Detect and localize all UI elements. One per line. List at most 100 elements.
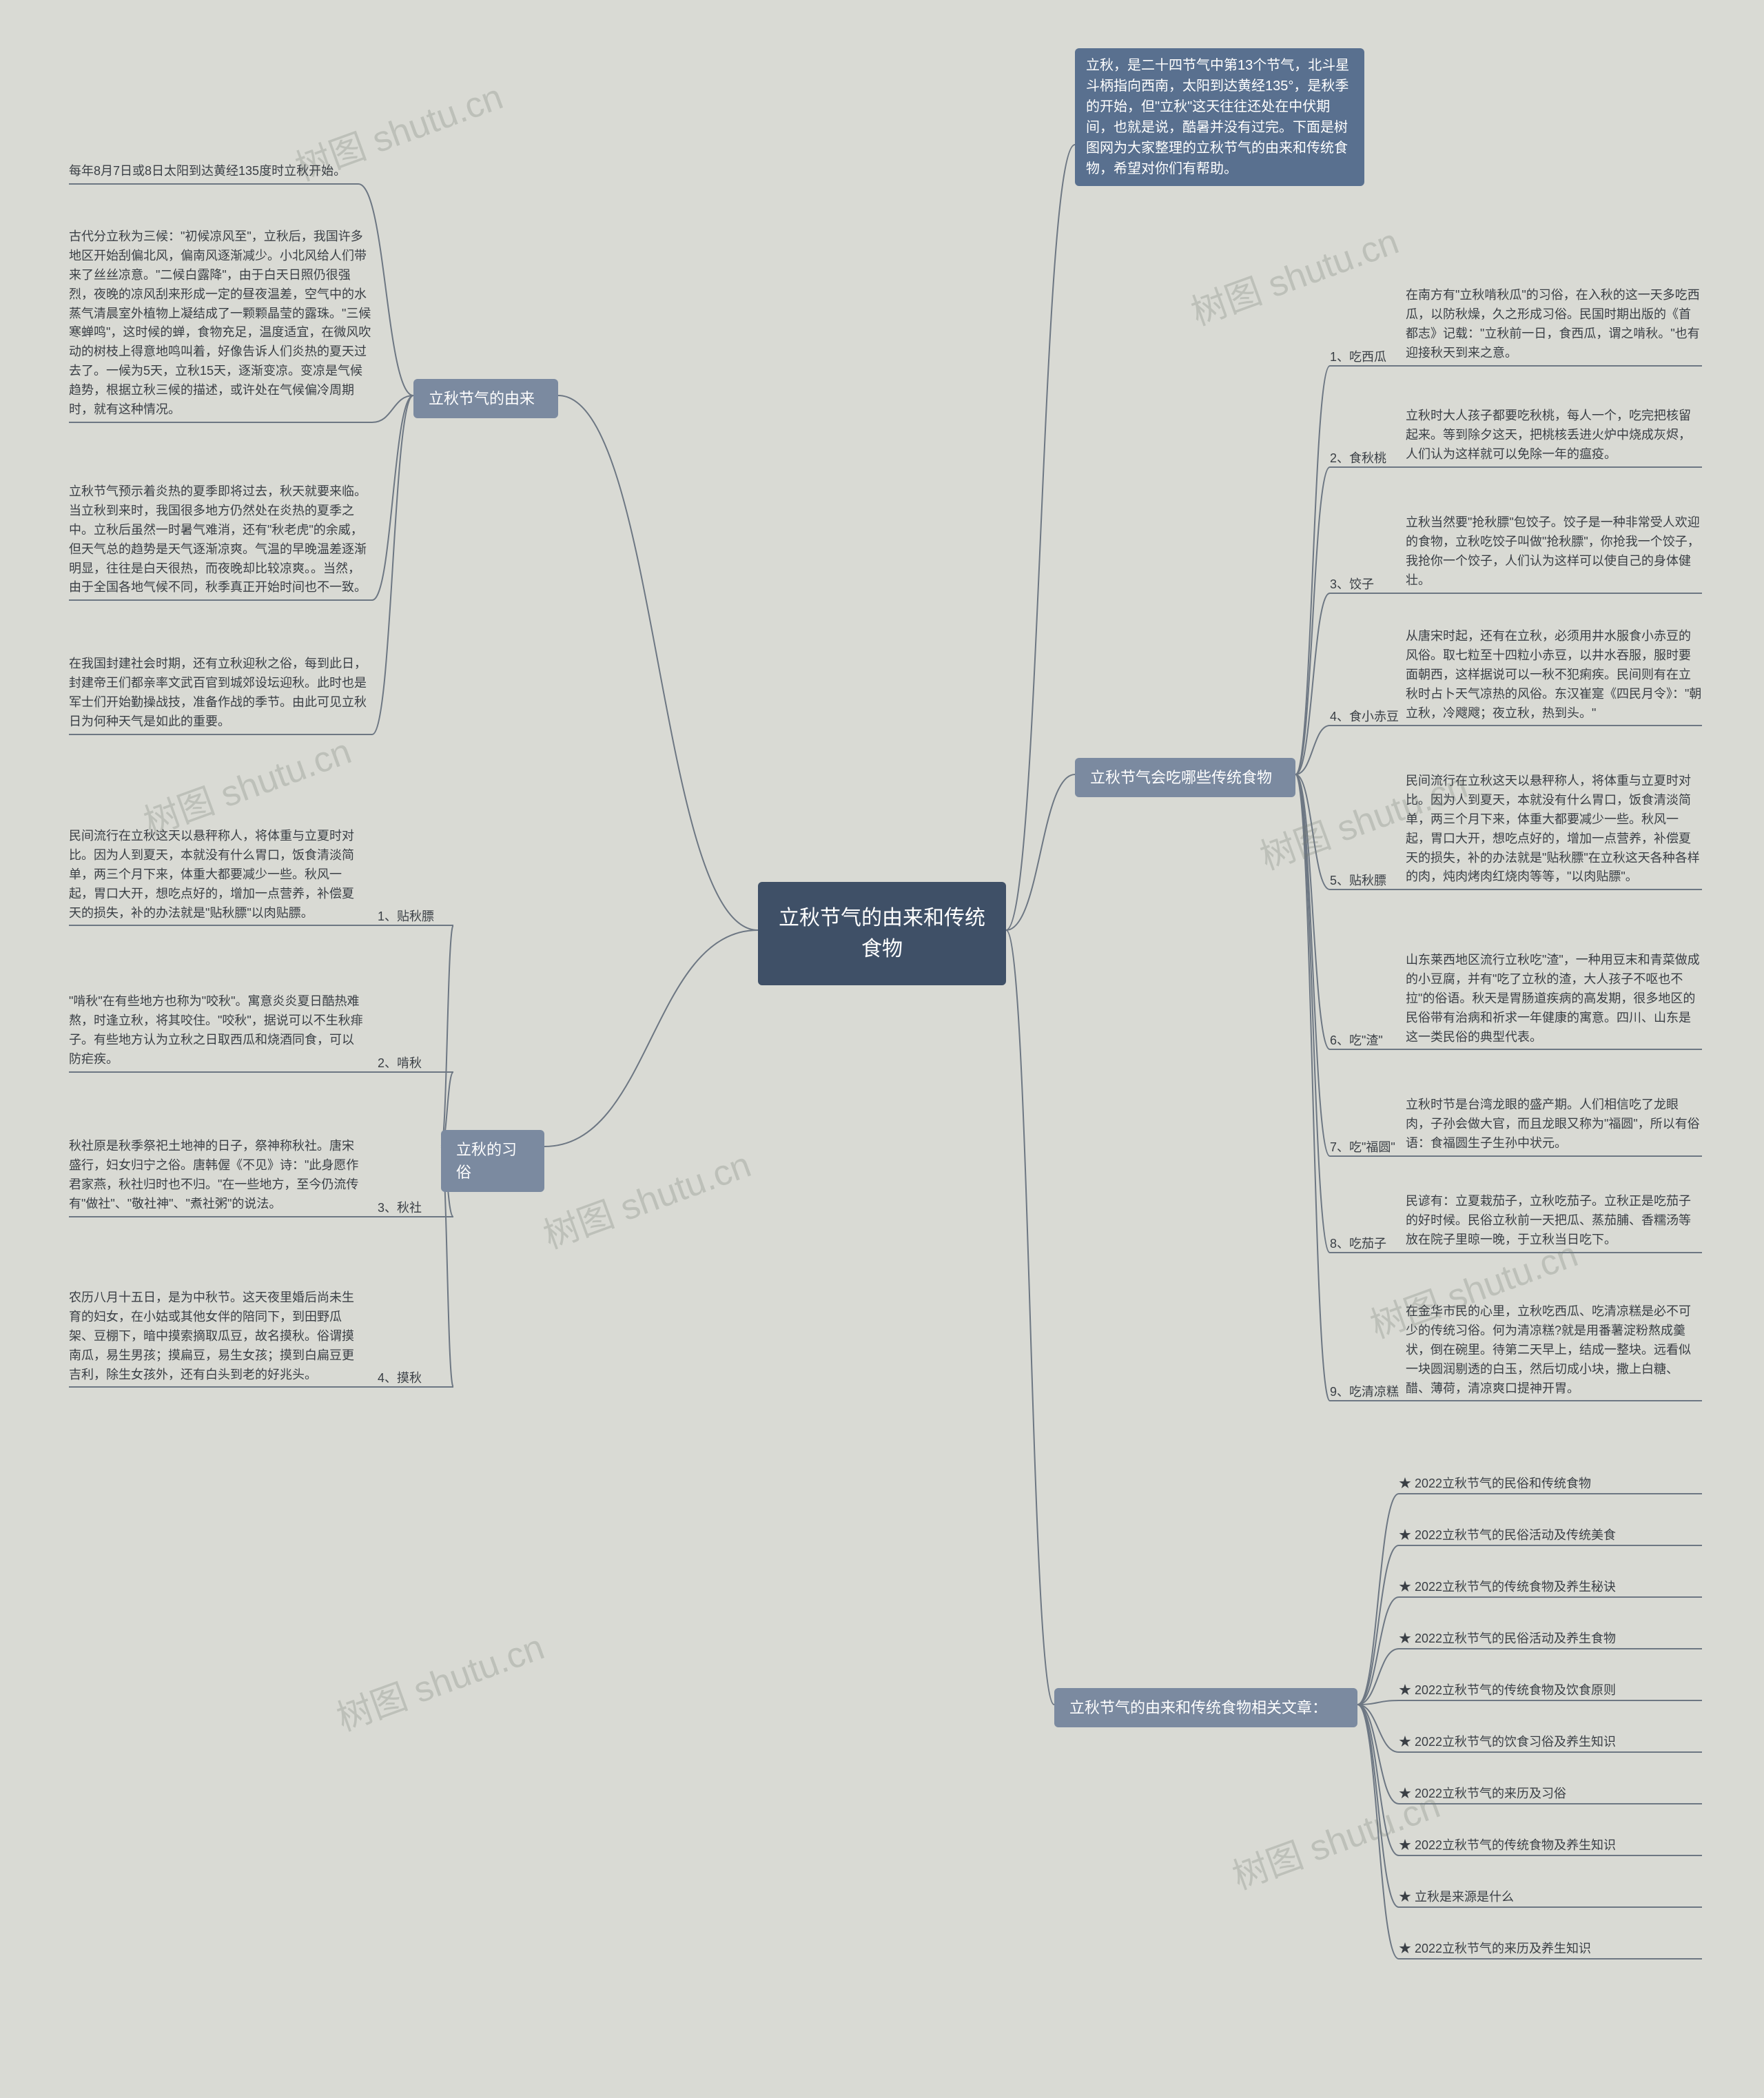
leaf-title-text: 贴秋膘 xyxy=(397,909,434,923)
leaf-title-text: 吃茄子 xyxy=(1349,1237,1386,1251)
leaf-title-text: 吃"福圆" xyxy=(1349,1140,1395,1154)
root-node: 立秋节气的由来和传统食物 xyxy=(758,882,1006,985)
related-link-text: ★ 立秋是来源是什么 xyxy=(1399,1890,1514,1904)
leaf-text: 在南方有"立秋啃秋瓜"的习俗，在入秋的这一天多吃西瓜，以防秋燥，久之形成习俗。民… xyxy=(1406,286,1702,363)
leaf-text: 立秋节气预示着炎热的夏季即将过去，秋天就要来临。当立秋到来时，我国很多地方仍然处… xyxy=(69,482,372,597)
branch-foods: 立秋节气会吃哪些传统食物 xyxy=(1075,758,1295,797)
leaf-text: 立秋时节是台湾龙眼的盛产期。人们相信吃了龙眼肉，子孙会做大官，而且龙眼又称为"福… xyxy=(1406,1096,1702,1153)
related-link[interactable]: ★ 2022立秋节气的民俗活动及传统美食 xyxy=(1399,1526,1716,1545)
related-link-text: ★ 2022立秋节气的来历及养生知识 xyxy=(1399,1942,1591,1955)
related-link-text: ★ 2022立秋节气的饮食习俗及养生知识 xyxy=(1399,1735,1616,1749)
leaf-content: 民谚有：立夏栽茄子，立秋吃茄子。立秋正是吃茄子的好时候。民俗立秋前一天把瓜、蒸茄… xyxy=(1406,1194,1691,1246)
leaf-content: 农历八月十五日，是为中秋节。这天夜里婚后尚未生育的妇女，在小姑或其他女伴的陪同下… xyxy=(69,1290,354,1381)
leaf-number: 5、贴秋膘 xyxy=(1330,872,1399,891)
leaf-num-text: 3、 xyxy=(1330,577,1349,591)
leaf-num-text: 2、 xyxy=(378,1056,397,1070)
leaf-text: 古代分立秋为三候："初候凉风至"，立秋后，我国许多地区开始刮偏北风，偏南风逐渐减… xyxy=(69,227,372,420)
branch-label: 立秋节气的由来和传统食物相关文章： xyxy=(1069,1699,1327,1716)
leaf-content: 山东莱西地区流行立秋吃"渣"，一种用豆末和青菜做成的小豆腐，并有"吃了立秋的渣，… xyxy=(1406,953,1700,1044)
leaf-number: 4、摸秋 xyxy=(378,1369,460,1388)
related-link-text: ★ 2022立秋节气的民俗活动及养生食物 xyxy=(1399,1632,1616,1645)
leaf-num-text: 1、 xyxy=(1330,350,1349,364)
watermark: 树图 shutu.cn xyxy=(535,1135,757,1258)
root-label: 立秋节气的由来和传统食物 xyxy=(779,907,985,960)
leaf-number: 7、吃"福圆" xyxy=(1330,1138,1399,1158)
leaf-text: 在金华市民的心里，立秋吃西瓜、吃清凉糕是必不可少的传统习俗。何为清凉糕?就是用番… xyxy=(1406,1302,1702,1398)
leaf-number: 4、食小赤豆 xyxy=(1330,708,1399,727)
branch-customs: 立秋的习俗 xyxy=(441,1130,544,1192)
leaf-num-text: 9、 xyxy=(1330,1385,1349,1399)
leaf-title-text: 吃"渣" xyxy=(1349,1033,1383,1047)
leaf-number: 2、啃秋 xyxy=(378,1054,460,1073)
leaf-title-text: 食小赤豆 xyxy=(1349,710,1399,723)
leaf-number: 3、秋社 xyxy=(378,1199,460,1218)
leaf-number: 1、吃西瓜 xyxy=(1330,348,1399,367)
leaf-title-text: 食秋桃 xyxy=(1349,451,1386,465)
leaf-num-text: 3、 xyxy=(378,1201,397,1215)
branch-label: 立秋的习俗 xyxy=(456,1141,517,1181)
leaf-number: 9、吃清凉糕 xyxy=(1330,1383,1399,1402)
leaf-title-text: 吃西瓜 xyxy=(1349,350,1386,364)
related-link[interactable]: ★ 2022立秋节气的传统食物及养生秘诀 xyxy=(1399,1578,1716,1597)
leaf-title-text: 饺子 xyxy=(1349,577,1374,591)
leaf-text: 民谚有：立夏栽茄子，立秋吃茄子。立秋正是吃茄子的好时候。民俗立秋前一天把瓜、蒸茄… xyxy=(1406,1192,1702,1250)
related-link[interactable]: ★ 2022立秋节气的来历及习俗 xyxy=(1399,1785,1716,1804)
leaf-text: 民间流行在立秋这天以悬秤称人，将体重与立夏时对比。因为人到夏天，本就没有什么胃口… xyxy=(1406,772,1702,887)
related-link[interactable]: ★ 2022立秋节气的来历及养生知识 xyxy=(1399,1940,1716,1959)
leaf-content: 立秋时节是台湾龙眼的盛产期。人们相信吃了龙眼肉，子孙会做大官，而且龙眼又称为"福… xyxy=(1406,1098,1700,1150)
leaf-content: 民间流行在立秋这天以悬秤称人，将体重与立夏时对比。因为人到夏天，本就没有什么胃口… xyxy=(69,829,354,920)
intro-node: 立秋，是二十四节气中第13个节气，北斗星斗柄指向西南，太阳到达黄经135°，是秋… xyxy=(1075,48,1364,186)
branch-label: 立秋节气会吃哪些传统食物 xyxy=(1090,769,1272,786)
leaf-num-text: 2、 xyxy=(1330,451,1349,465)
leaf-text: 在我国封建社会时期，还有立秋迎秋之俗，每到此日，封建帝王们都亲率文武百官到城郊设… xyxy=(69,655,372,732)
leaf-content: "啃秋"在有些地方也称为"咬秋"。寓意炎炎夏日酷热难熬，时逢立秋，将其咬住。"咬… xyxy=(69,994,363,1066)
leaf-num-text: 8、 xyxy=(1330,1237,1349,1251)
leaf-content: 从唐宋时起，还有在立秋，必须用井水服食小赤豆的风俗。取七粒至十四粒小赤豆，以井水… xyxy=(1406,629,1701,720)
leaf-text: 从唐宋时起，还有在立秋，必须用井水服食小赤豆的风俗。取七粒至十四粒小赤豆，以井水… xyxy=(1406,627,1702,723)
leaf-content: 古代分立秋为三候："初候凉风至"，立秋后，我国许多地区开始刮偏北风，偏南风逐渐减… xyxy=(69,229,371,416)
watermark: 树图 shutu.cn xyxy=(329,1618,551,1740)
leaf-title-text: 秋社 xyxy=(397,1201,422,1215)
leaf-num-text: 4、 xyxy=(378,1371,397,1385)
leaf-text: 立秋当然要"抢秋膘"包饺子。饺子是一种非常受人欢迎的食物，立秋吃饺子叫做"抢秋膘… xyxy=(1406,513,1702,590)
leaf-text: 秋社原是秋季祭祀土地神的日子，祭神称秋社。唐宋盛行，妇女归宁之俗。唐韩偓《不见》… xyxy=(69,1137,365,1214)
related-link[interactable]: ★ 2022立秋节气的饮食习俗及养生知识 xyxy=(1399,1733,1716,1752)
leaf-content: 每年8月7日或8日太阳到达黄经135度时立秋开始。 xyxy=(69,164,346,178)
watermark: 树图 shutu.cn xyxy=(1183,212,1405,335)
related-link-text: ★ 2022立秋节气的传统食物及养生秘诀 xyxy=(1399,1580,1616,1594)
related-link[interactable]: ★ 2022立秋节气的传统食物及养生知识 xyxy=(1399,1836,1716,1855)
leaf-text: 每年8月7日或8日太阳到达黄经135度时立秋开始。 xyxy=(69,162,358,181)
leaf-number: 1、贴秋膘 xyxy=(378,907,460,927)
leaf-content: 民间流行在立秋这天以悬秤称人，将体重与立夏时对比。因为人到夏天，本就没有什么胃口… xyxy=(1406,774,1700,883)
leaf-number: 2、食秋桃 xyxy=(1330,449,1399,469)
leaf-content: 秋社原是秋季祭祀土地神的日子，祭神称秋社。唐宋盛行，妇女归宁之俗。唐韩偓《不见》… xyxy=(69,1139,358,1211)
leaf-content: 立秋时大人孩子都要吃秋桃，每人一个，吃完把核留起来。等到除夕这天，把桃核丢进火炉… xyxy=(1406,409,1691,461)
leaf-text: 农历八月十五日，是为中秋节。这天夜里婚后尚未生育的妇女，在小姑或其他女伴的陪同下… xyxy=(69,1288,365,1384)
leaf-number: 6、吃"渣" xyxy=(1330,1031,1399,1051)
leaf-content: 在金华市民的心里，立秋吃西瓜、吃清凉糕是必不可少的传统习俗。何为清凉糕?就是用番… xyxy=(1406,1304,1691,1395)
related-link[interactable]: ★ 2022立秋节气的民俗和传统食物 xyxy=(1399,1474,1716,1494)
related-link[interactable]: ★ 2022立秋节气的传统食物及饮食原则 xyxy=(1399,1681,1716,1700)
leaf-text: 山东莱西地区流行立秋吃"渣"，一种用豆末和青菜做成的小豆腐，并有"吃了立秋的渣，… xyxy=(1406,951,1702,1047)
intro-text: 立秋，是二十四节气中第13个节气，北斗星斗柄指向西南，太阳到达黄经135°，是秋… xyxy=(1086,58,1349,176)
leaf-title-text: 吃清凉糕 xyxy=(1349,1385,1399,1399)
branch-label: 立秋节气的由来 xyxy=(429,390,535,407)
leaf-num-text: 7、 xyxy=(1330,1140,1349,1154)
leaf-title-text: 贴秋膘 xyxy=(1349,874,1386,887)
related-link-text: ★ 2022立秋节气的传统食物及养生知识 xyxy=(1399,1838,1616,1852)
leaf-num-text: 1、 xyxy=(378,909,397,923)
leaf-text: 民间流行在立秋这天以悬秤称人，将体重与立夏时对比。因为人到夏天，本就没有什么胃口… xyxy=(69,827,365,923)
leaf-content: 在我国封建社会时期，还有立秋迎秋之俗，每到此日，封建帝王们都亲率文武百官到城郊设… xyxy=(69,657,367,728)
related-link-text: ★ 2022立秋节气的民俗活动及传统美食 xyxy=(1399,1528,1616,1542)
related-link[interactable]: ★ 2022立秋节气的民俗活动及养生食物 xyxy=(1399,1629,1716,1649)
leaf-number: 3、饺子 xyxy=(1330,575,1399,595)
related-link[interactable]: ★ 立秋是来源是什么 xyxy=(1399,1888,1716,1907)
leaf-text: "啃秋"在有些地方也称为"咬秋"。寓意炎炎夏日酷热难熬，时逢立秋，将其咬住。"咬… xyxy=(69,992,365,1069)
leaf-num-text: 6、 xyxy=(1330,1033,1349,1047)
related-link-text: ★ 2022立秋节气的民俗和传统食物 xyxy=(1399,1477,1591,1490)
branch-origin: 立秋节气的由来 xyxy=(413,379,558,418)
leaf-num-text: 5、 xyxy=(1330,874,1349,887)
leaf-number: 8、吃茄子 xyxy=(1330,1235,1399,1254)
leaf-num-text: 4、 xyxy=(1330,710,1349,723)
leaf-content: 立秋节气预示着炎热的夏季即将过去，秋天就要来临。当立秋到来时，我国很多地方仍然处… xyxy=(69,484,367,594)
